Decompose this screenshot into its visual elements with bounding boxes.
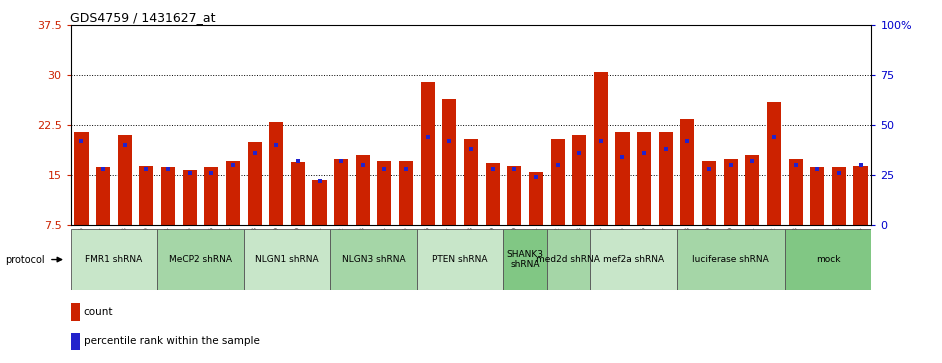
Text: mef2a shRNA: mef2a shRNA [603, 255, 664, 264]
Bar [421, 82, 435, 225]
Bar [356, 155, 370, 225]
Bar [183, 171, 197, 225]
Bar [71, 333, 80, 350]
Text: mock: mock [816, 255, 840, 264]
Bar [443, 99, 456, 225]
Bar [291, 162, 305, 225]
Bar [767, 102, 781, 225]
Bar [546, 229, 590, 290]
Bar [378, 160, 392, 225]
Text: percentile rank within the sample: percentile rank within the sample [84, 336, 260, 346]
Bar [550, 139, 564, 225]
Bar [118, 135, 132, 225]
Bar [269, 122, 284, 225]
Bar [680, 119, 694, 225]
Bar [853, 167, 868, 225]
Text: PTEN shRNA: PTEN shRNA [432, 255, 488, 264]
Bar [637, 132, 651, 225]
Bar [334, 159, 349, 225]
Bar [71, 303, 80, 321]
Bar [74, 132, 89, 225]
Text: MeCP2 shRNA: MeCP2 shRNA [169, 255, 232, 264]
Bar [832, 167, 846, 225]
Bar [788, 159, 803, 225]
Bar [157, 229, 244, 290]
Bar [702, 160, 716, 225]
Bar [399, 160, 414, 225]
Bar [226, 160, 240, 225]
Text: count: count [84, 307, 113, 317]
Bar [96, 167, 110, 225]
Text: GDS4759 / 1431627_at: GDS4759 / 1431627_at [70, 11, 216, 24]
Bar [161, 167, 175, 225]
Bar [528, 172, 543, 225]
Text: NLGN1 shRNA: NLGN1 shRNA [255, 255, 319, 264]
Text: NLGN3 shRNA: NLGN3 shRNA [342, 255, 405, 264]
Bar [745, 155, 759, 225]
Bar [244, 229, 331, 290]
Bar [785, 229, 871, 290]
Bar [503, 229, 546, 290]
Bar [593, 72, 608, 225]
Text: FMR1 shRNA: FMR1 shRNA [86, 255, 142, 264]
Bar [676, 229, 785, 290]
Bar [810, 167, 824, 225]
Text: med2d shRNA: med2d shRNA [536, 255, 600, 264]
Bar [417, 229, 503, 290]
Bar [248, 142, 262, 225]
Bar [572, 135, 586, 225]
Bar [486, 163, 499, 225]
Bar [590, 229, 676, 290]
Bar [723, 159, 738, 225]
Bar [313, 180, 327, 225]
Bar [71, 229, 157, 290]
Bar [464, 139, 478, 225]
Bar [658, 132, 673, 225]
Text: SHANK3
shRNA: SHANK3 shRNA [507, 250, 544, 269]
Text: luciferase shRNA: luciferase shRNA [692, 255, 769, 264]
Bar [615, 132, 629, 225]
Bar [507, 167, 521, 225]
Bar [204, 167, 219, 225]
Text: protocol: protocol [5, 254, 44, 265]
Bar [331, 229, 417, 290]
Bar [139, 167, 154, 225]
